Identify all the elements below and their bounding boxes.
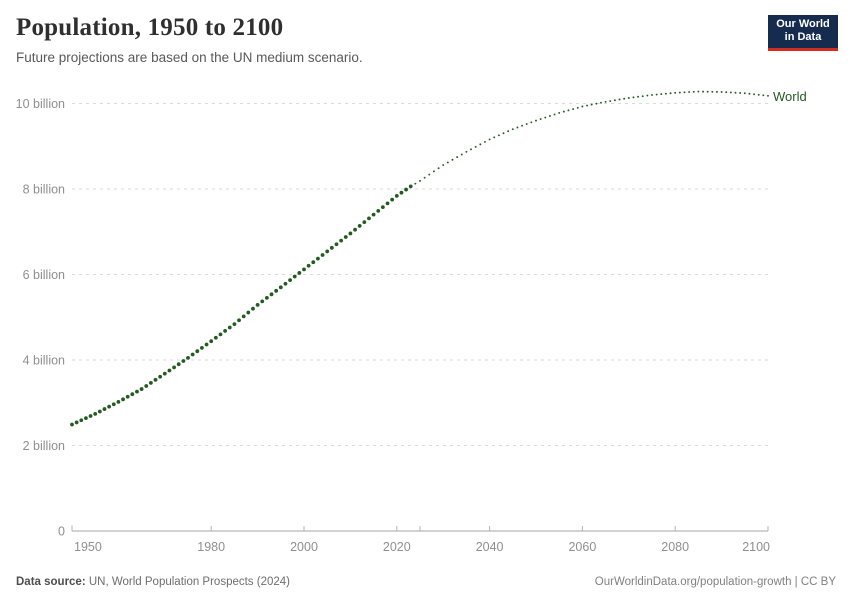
data-source-label: Data source: bbox=[16, 576, 86, 588]
svg-text:2100: 2100 bbox=[742, 540, 770, 554]
world-line-projection bbox=[414, 90, 769, 185]
svg-text:2020: 2020 bbox=[383, 540, 411, 554]
x-axis bbox=[71, 525, 769, 532]
svg-text:8 billion: 8 billion bbox=[23, 183, 65, 197]
svg-text:6 billion: 6 billion bbox=[23, 268, 65, 282]
svg-text:2000: 2000 bbox=[290, 540, 318, 554]
series-label-world[interactable]: World bbox=[773, 88, 807, 104]
y-gridlines bbox=[72, 103, 768, 446]
svg-text:2060: 2060 bbox=[568, 540, 596, 554]
svg-text:10 billion: 10 billion bbox=[16, 97, 65, 111]
svg-text:4 billion: 4 billion bbox=[23, 354, 65, 368]
owid-logo[interactable]: Our World in Data bbox=[768, 15, 838, 51]
data-source-text: UN, World Population Prospects (2024) bbox=[85, 576, 290, 588]
chart-subtitle: Future projections are based on the UN m… bbox=[16, 50, 363, 65]
svg-text:0: 0 bbox=[58, 525, 65, 539]
svg-text:2040: 2040 bbox=[476, 540, 504, 554]
chart-header: Population, 1950 to 2100 Future projecti… bbox=[16, 14, 363, 65]
svg-text:1950: 1950 bbox=[74, 540, 102, 554]
chart-title: Population, 1950 to 2100 bbox=[16, 14, 284, 41]
world-line-historical bbox=[70, 184, 413, 427]
y-axis-labels: 0 2 billion 4 billion 6 billion 8 billion 10 … bbox=[16, 97, 65, 539]
svg-text:2 billion: 2 billion bbox=[23, 439, 65, 453]
owid-logo-line2: in Data bbox=[784, 31, 822, 43]
owid-logo-line1: Our World bbox=[776, 18, 830, 30]
x-axis-labels: 1950 1980 2000 2020 2040 2060 2080 2100 bbox=[74, 540, 770, 554]
svg-text:2080: 2080 bbox=[661, 540, 689, 554]
license-link[interactable]: OurWorldinData.org/population-growth | C… bbox=[594, 576, 836, 588]
data-source-note: Data source: UN, World Population Prospe… bbox=[16, 576, 290, 588]
svg-text:1980: 1980 bbox=[197, 540, 225, 554]
chart-footer: Data source: UN, World Population Prospe… bbox=[0, 569, 850, 600]
